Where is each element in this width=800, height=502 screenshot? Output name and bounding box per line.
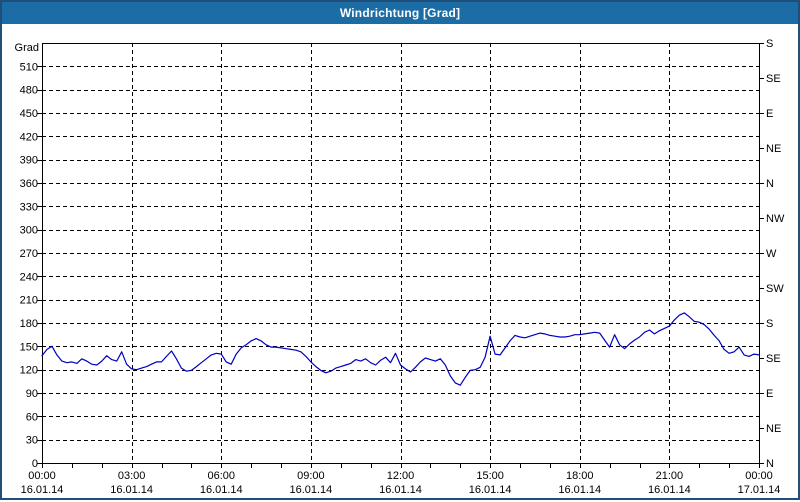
x-axis-labels: 00:00 16.01.14 03:00 16.01.14 06:00 16.01.14 0… — [21, 470, 781, 496]
svg-text:390: 390 — [20, 155, 38, 167]
svg-text:16.01.14: 16.01.14 — [558, 484, 601, 496]
x-axis-ticks — [42, 463, 760, 468]
svg-text:N: N — [766, 458, 774, 470]
svg-text:330: 330 — [20, 201, 38, 213]
v-gridlines — [132, 43, 670, 463]
svg-text:240: 240 — [20, 271, 38, 283]
titlebar: Windrichtung [Grad] — [2, 2, 798, 24]
series-line — [41, 312, 760, 386]
svg-text:SE: SE — [766, 73, 781, 85]
svg-text:16.01.14: 16.01.14 — [200, 484, 243, 496]
svg-text:300: 300 — [20, 225, 38, 237]
y-axis-ticks — [37, 66, 42, 464]
svg-text:NE: NE — [766, 423, 781, 435]
svg-text:SE: SE — [766, 353, 781, 365]
svg-text:16.01.14: 16.01.14 — [469, 484, 512, 496]
svg-text:S: S — [766, 38, 773, 50]
right-axis-labels: N NE E SE S SW W NW N NE E SE S — [766, 38, 785, 470]
svg-text:90: 90 — [26, 388, 38, 400]
svg-text:150: 150 — [20, 341, 38, 353]
y-axis-labels: 0 30 60 90 120 150 180 210 240 270 300 330 360 390 420… — [20, 61, 38, 470]
svg-text:18:00: 18:00 — [566, 470, 594, 482]
svg-text:00:00: 00:00 — [745, 470, 773, 482]
svg-text:16.01.14: 16.01.14 — [648, 484, 691, 496]
svg-text:180: 180 — [20, 318, 38, 330]
svg-text:09:00: 09:00 — [297, 470, 325, 482]
svg-text:21:00: 21:00 — [656, 470, 684, 482]
svg-text:210: 210 — [20, 295, 38, 307]
window-title: Windrichtung [Grad] — [339, 6, 461, 20]
svg-text:SW: SW — [766, 283, 784, 295]
svg-text:06:00: 06:00 — [207, 470, 235, 482]
svg-text:480: 480 — [20, 85, 38, 97]
svg-text:510: 510 — [20, 61, 38, 73]
svg-text:12:00: 12:00 — [387, 470, 415, 482]
svg-text:0: 0 — [32, 458, 38, 470]
h-gridlines — [42, 66, 759, 441]
svg-text:120: 120 — [20, 365, 38, 377]
svg-text:16.01.14: 16.01.14 — [110, 484, 153, 496]
svg-text:S: S — [766, 318, 773, 330]
svg-text:16.01.14: 16.01.14 — [289, 484, 332, 496]
svg-text:E: E — [766, 108, 773, 120]
y-axis-title: Grad — [15, 42, 39, 54]
svg-text:E: E — [766, 388, 773, 400]
svg-text:16.01.14: 16.01.14 — [379, 484, 422, 496]
svg-text:270: 270 — [20, 248, 38, 260]
svg-text:16.01.14: 16.01.14 — [21, 484, 64, 496]
svg-text:NW: NW — [766, 213, 785, 225]
svg-text:NE: NE — [766, 143, 781, 155]
svg-text:N: N — [766, 178, 774, 190]
svg-text:00:00: 00:00 — [28, 470, 56, 482]
svg-text:360: 360 — [20, 178, 38, 190]
svg-text:450: 450 — [20, 108, 38, 120]
svg-text:03:00: 03:00 — [118, 470, 146, 482]
svg-text:30: 30 — [26, 435, 38, 447]
right-axis-ticks — [759, 43, 764, 464]
svg-text:420: 420 — [20, 131, 38, 143]
svg-text:60: 60 — [26, 411, 38, 423]
svg-text:17.01.14: 17.01.14 — [738, 484, 781, 496]
svg-text:15:00: 15:00 — [476, 470, 504, 482]
svg-text:W: W — [766, 248, 777, 260]
